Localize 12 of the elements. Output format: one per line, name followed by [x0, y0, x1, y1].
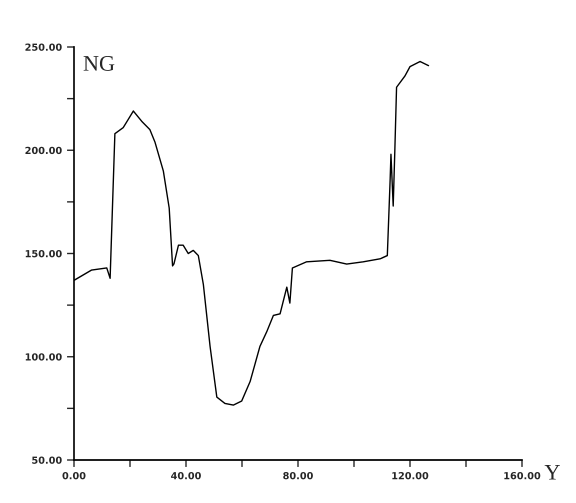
y-tick-label: 200.00: [25, 146, 62, 154]
y-axis-title: NG: [84, 56, 114, 71]
x-tick-label: 120.00: [392, 472, 428, 480]
x-tick-label: 160.00: [504, 472, 540, 480]
y-tick-label: 100.00: [26, 353, 62, 361]
x-tick-label: 40.00: [171, 472, 201, 480]
y-tick-label: 150.00: [26, 250, 62, 258]
x-tick-label: 0.00: [62, 472, 86, 480]
y-tick-label: 250.00: [25, 43, 62, 51]
y-tick-label: 50.00: [32, 456, 62, 464]
x-tick-label: 80.00: [283, 472, 313, 480]
x-axis-title: Y: [544, 465, 560, 480]
